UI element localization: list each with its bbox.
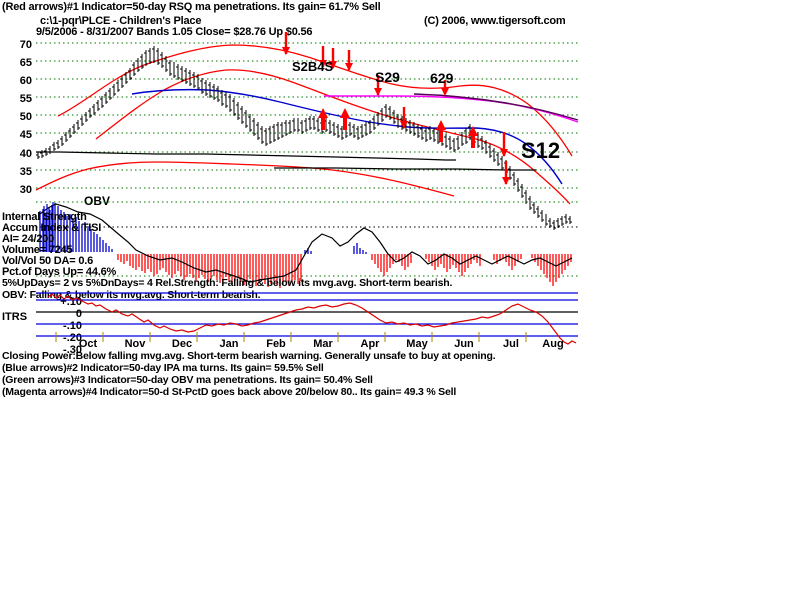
xtick-feb: Feb xyxy=(266,338,286,350)
ma50-line xyxy=(95,69,571,205)
accum-positive-bars-2 xyxy=(304,243,367,254)
long-ma-line xyxy=(413,93,579,121)
sell-arrows xyxy=(282,32,510,185)
stat-pct-days-up: Pct.of Days Up= 44.6% xyxy=(2,266,117,278)
price-ytick-60: 60 xyxy=(19,75,32,87)
xtick-aug: Aug xyxy=(542,338,564,350)
date-range-quote-line: 9/5/2006 - 8/31/2007 Bands 1.05 Close= $… xyxy=(36,26,313,38)
price-ytick-55: 55 xyxy=(19,93,32,105)
price-ytick-45: 45 xyxy=(19,129,32,141)
xtick-jan: Jan xyxy=(219,338,239,350)
price-ytick-70: 70 xyxy=(19,39,32,51)
stat-volume: Volume= 7245 xyxy=(2,244,73,256)
obv-bars xyxy=(43,202,54,252)
obv-panel-label: OBV xyxy=(84,194,111,208)
itrs-ytick-zero: 0 xyxy=(75,308,82,320)
itrs-ytick-minus30: -.30 xyxy=(63,344,82,356)
signal-label-s2b4s: S2B4S xyxy=(292,59,334,74)
stat-ai-value: AI= 24/200 xyxy=(2,233,55,245)
signal-label-s29: S29 xyxy=(375,69,400,85)
closing-power-line-2 xyxy=(274,167,536,171)
itrs-panel-label: ITRS xyxy=(2,311,28,323)
itrs-ytick-minus10: -.10 xyxy=(63,320,82,332)
closing-power-line xyxy=(36,151,456,161)
itrs-ytick-minus20: -.20 xyxy=(63,332,82,344)
xtick-apr: Apr xyxy=(360,338,380,350)
stpctd-ma-line xyxy=(324,95,579,123)
buy-arrows xyxy=(318,108,478,148)
copyright-notice: (C) 2006, www.tigersoft.com xyxy=(424,15,566,27)
footer-indicator-2: (Blue arrows)#2 Indicator=50-day IPA ma … xyxy=(2,362,324,374)
itrs-ytick-plus10: +.10 xyxy=(60,296,82,308)
itrs-month-ticks xyxy=(55,332,527,342)
footer-indicator-4: (Magenta arrows)#4 Indicator=50-d St-Pct… xyxy=(2,386,457,398)
footer-closing-power: Closing Power:Below falling mvg.avg. Sho… xyxy=(2,350,496,362)
signal-label-629: 629 xyxy=(430,70,454,86)
xtick-jun: Jun xyxy=(454,338,474,350)
stat-internal-strength: Internal Strength xyxy=(2,211,87,223)
accum-index-panel[interactable] xyxy=(36,198,578,292)
band-upper-line xyxy=(57,44,573,157)
xtick-mar: Mar xyxy=(313,338,333,350)
stat-obv-status: OBV: Falling & below its mvg.avg. Short-… xyxy=(2,289,261,301)
price-chart-panel[interactable] xyxy=(35,32,579,230)
stat-updays-rel-strength: 5%UpDays= 2 vs 5%DnDays= 4 Rel.Strength:… xyxy=(2,277,453,289)
xtick-nov: Nov xyxy=(124,338,146,350)
tisi-line xyxy=(39,203,573,283)
price-ytick-40: 40 xyxy=(19,148,32,160)
price-ytick-30: 30 xyxy=(19,184,32,196)
xtick-oct: Oct xyxy=(78,338,98,350)
itrs-chart-panel[interactable] xyxy=(36,292,578,345)
price-ytick-35: 35 xyxy=(19,166,32,178)
ipa-ma-line xyxy=(131,88,563,185)
xtick-jul: Jul xyxy=(503,338,519,350)
stat-vol-vol-50da: Vol/Vol 50 DA= 0.6 xyxy=(2,255,94,267)
footer-indicator-3: (Green arrows)#3 Indicator=50-day OBV ma… xyxy=(2,374,373,386)
indicator-1-headline: (Red arrows)#1 Indicator=50-day RSQ ma p… xyxy=(2,1,381,13)
xtick-may: May xyxy=(406,338,428,350)
xtick-dec: Dec xyxy=(171,338,193,350)
price-bars xyxy=(36,46,572,230)
itrs-line xyxy=(47,293,577,345)
band-lower-line xyxy=(35,161,455,197)
symbol-path-title: c:\1-pqr\PLCE - Children's Place xyxy=(40,15,202,27)
accum-gridlines xyxy=(36,201,578,277)
price-ytick-65: 65 xyxy=(19,57,32,69)
stat-accum-index: Accum Index & TISI xyxy=(2,222,102,234)
signal-label-s12: S12 xyxy=(521,138,561,163)
price-ytick-50: 50 xyxy=(19,111,32,123)
accum-positive-bars xyxy=(39,203,113,252)
itrs-gridlines xyxy=(36,292,578,337)
